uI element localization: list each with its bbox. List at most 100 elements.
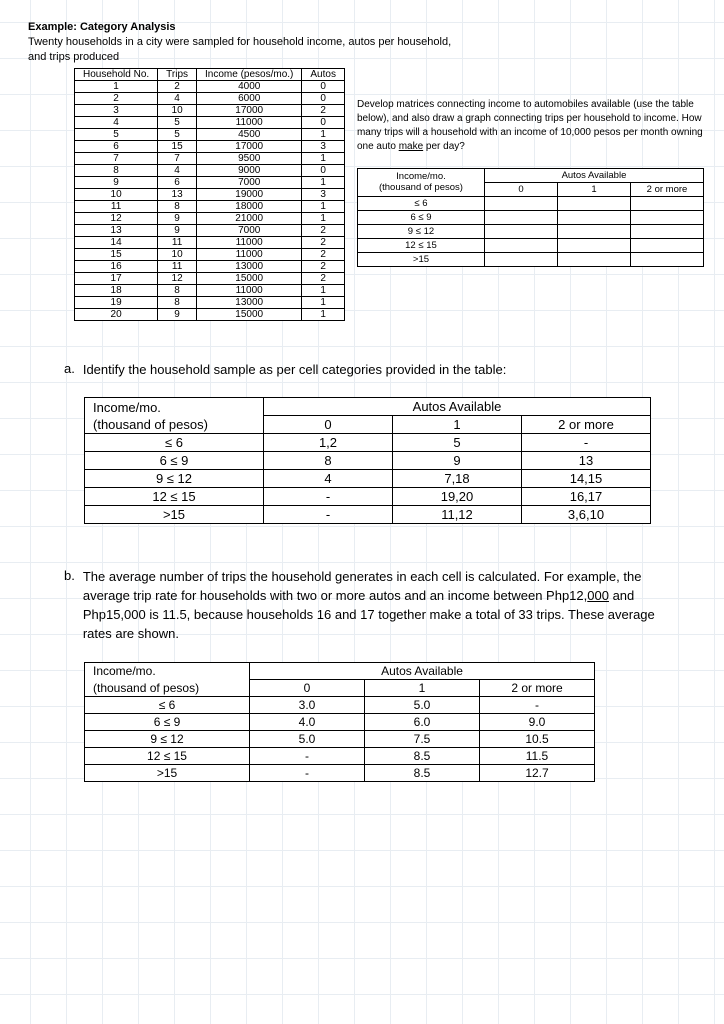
household-cell: 21000 [197, 212, 302, 224]
income-cat: ≤ 6 [357, 196, 484, 210]
household-cell: 4500 [197, 128, 302, 140]
household-cell: 17000 [197, 104, 302, 116]
household-cell: 2 [302, 224, 345, 236]
household-cell: 3 [302, 140, 345, 152]
table-a-income-head2: (thousand of pesos) [85, 416, 264, 434]
table-a-row: 6 ≤ 98913 [85, 452, 651, 470]
household-cell: 19000 [197, 188, 302, 200]
table-b-cell: 5.0 [250, 730, 365, 747]
household-cell: 9500 [197, 152, 302, 164]
household-cell: 16 [75, 260, 158, 272]
household-row: 310170002 [75, 104, 345, 116]
matrix-col-1: 1 [557, 182, 630, 196]
table-b-cell: 12.7 [480, 764, 595, 781]
household-row: 209150001 [75, 308, 345, 320]
household-cell: 1 [302, 284, 345, 296]
household-cell: 2 [302, 248, 345, 260]
household-header-row: Household No. Trips Income (pesos/mo.) A… [75, 68, 345, 80]
table-a-cell: 11,12 [393, 506, 522, 524]
table-a-cell: - [522, 434, 651, 452]
household-cell: 4 [158, 164, 197, 176]
table-b-cell: 7.5 [365, 730, 480, 747]
household-cell: 7 [158, 152, 197, 164]
household-cell: 8 [158, 296, 197, 308]
household-cell: 15000 [197, 272, 302, 284]
household-cell: 7000 [197, 224, 302, 236]
household-cell: 11000 [197, 284, 302, 296]
table-b-cell: - [250, 764, 365, 781]
household-cell: 13000 [197, 296, 302, 308]
household-cell: 17000 [197, 140, 302, 152]
household-row: 5545001 [75, 128, 345, 140]
household-cell: 19 [75, 296, 158, 308]
household-cell: 11 [75, 200, 158, 212]
household-cell: 1 [302, 200, 345, 212]
household-cell: 17 [75, 272, 158, 284]
instr-part2: per day? [423, 141, 465, 152]
section-b: b. The average number of trips the house… [64, 568, 680, 781]
table-b-cell: 8.5 [365, 747, 480, 764]
table-a-cell: 8 [264, 452, 393, 470]
table-b-row: 6 ≤ 94.06.09.0 [85, 713, 595, 730]
intro-line-2: and trips produced [28, 51, 119, 63]
household-row: 1013190003 [75, 188, 345, 200]
hh-col-trips: Trips [158, 68, 197, 80]
table-a: Income/mo. Autos Available (thousand of … [84, 397, 651, 524]
household-cell: 6 [75, 140, 158, 152]
hh-col-income: Income (pesos/mo.) [197, 68, 302, 80]
household-row: 9670001 [75, 176, 345, 188]
table-a-cell: 9 [393, 452, 522, 470]
table-a-cell: - [264, 488, 393, 506]
income-cat: 9 ≤ 12 [357, 224, 484, 238]
table-b-col-1: 1 [365, 679, 480, 696]
household-row: 1611130002 [75, 260, 345, 272]
household-table: Household No. Trips Income (pesos/mo.) A… [74, 68, 345, 321]
table-a-cell: 13 [522, 452, 651, 470]
table-b: Income/mo. Autos Available (thousand of … [84, 662, 595, 782]
table-b-cell: ≤ 6 [85, 696, 250, 713]
household-cell: 15 [158, 140, 197, 152]
instruction-text: Develop matrices connecting income to au… [357, 98, 704, 154]
household-cell: 4 [158, 92, 197, 104]
table-b-autos-head: Autos Available [250, 662, 595, 679]
table-a-autos-head: Autos Available [264, 398, 651, 416]
table-b-row: 12 ≤ 15-8.511.5 [85, 747, 595, 764]
household-row: 2460000 [75, 92, 345, 104]
table-a-cell: 12 ≤ 15 [85, 488, 264, 506]
household-cell: 0 [302, 92, 345, 104]
household-cell: 1 [302, 296, 345, 308]
household-cell: 20 [75, 308, 158, 320]
hh-col-autos: Autos [302, 68, 345, 80]
intro-line-1: Twenty households in a city were sampled… [28, 36, 451, 48]
hh-col-no: Household No. [75, 68, 158, 80]
section-b-label: b. [64, 568, 75, 661]
household-cell: 2 [302, 236, 345, 248]
matrix-income-header: Income/mo. (thousand of pesos) [357, 168, 484, 196]
household-cell: 9 [158, 308, 197, 320]
title: Example: Category Analysis [28, 21, 176, 33]
table-b-income-head2: (thousand of pesos) [85, 679, 250, 696]
income-cat: 6 ≤ 9 [357, 210, 484, 224]
household-cell: 1 [302, 176, 345, 188]
table-a-cell: 4 [264, 470, 393, 488]
matrix-autos-header: Autos Available [484, 168, 703, 182]
table-a-col-0: 0 [264, 416, 393, 434]
household-cell: 7 [75, 152, 158, 164]
income-cat: 12 ≤ 15 [357, 238, 484, 252]
table-a-cell: 7,18 [393, 470, 522, 488]
household-cell: 5 [158, 128, 197, 140]
table-a-cell: 3,6,10 [522, 506, 651, 524]
household-cell: 9000 [197, 164, 302, 176]
household-cell: 11 [158, 236, 197, 248]
household-cell: 7000 [197, 176, 302, 188]
table-a-row: 9 ≤ 1247,1814,15 [85, 470, 651, 488]
page: Example: Category Analysis Twenty househ… [0, 0, 724, 1024]
table-a-cell: 9 ≤ 12 [85, 470, 264, 488]
household-cell: 12 [158, 272, 197, 284]
household-cell: 8 [75, 164, 158, 176]
table-b-cell: 4.0 [250, 713, 365, 730]
table-b-cell: 9.0 [480, 713, 595, 730]
household-cell: 15 [75, 248, 158, 260]
table-b-row: >15-8.512.7 [85, 764, 595, 781]
top-row: Household No. Trips Income (pesos/mo.) A… [28, 68, 696, 321]
